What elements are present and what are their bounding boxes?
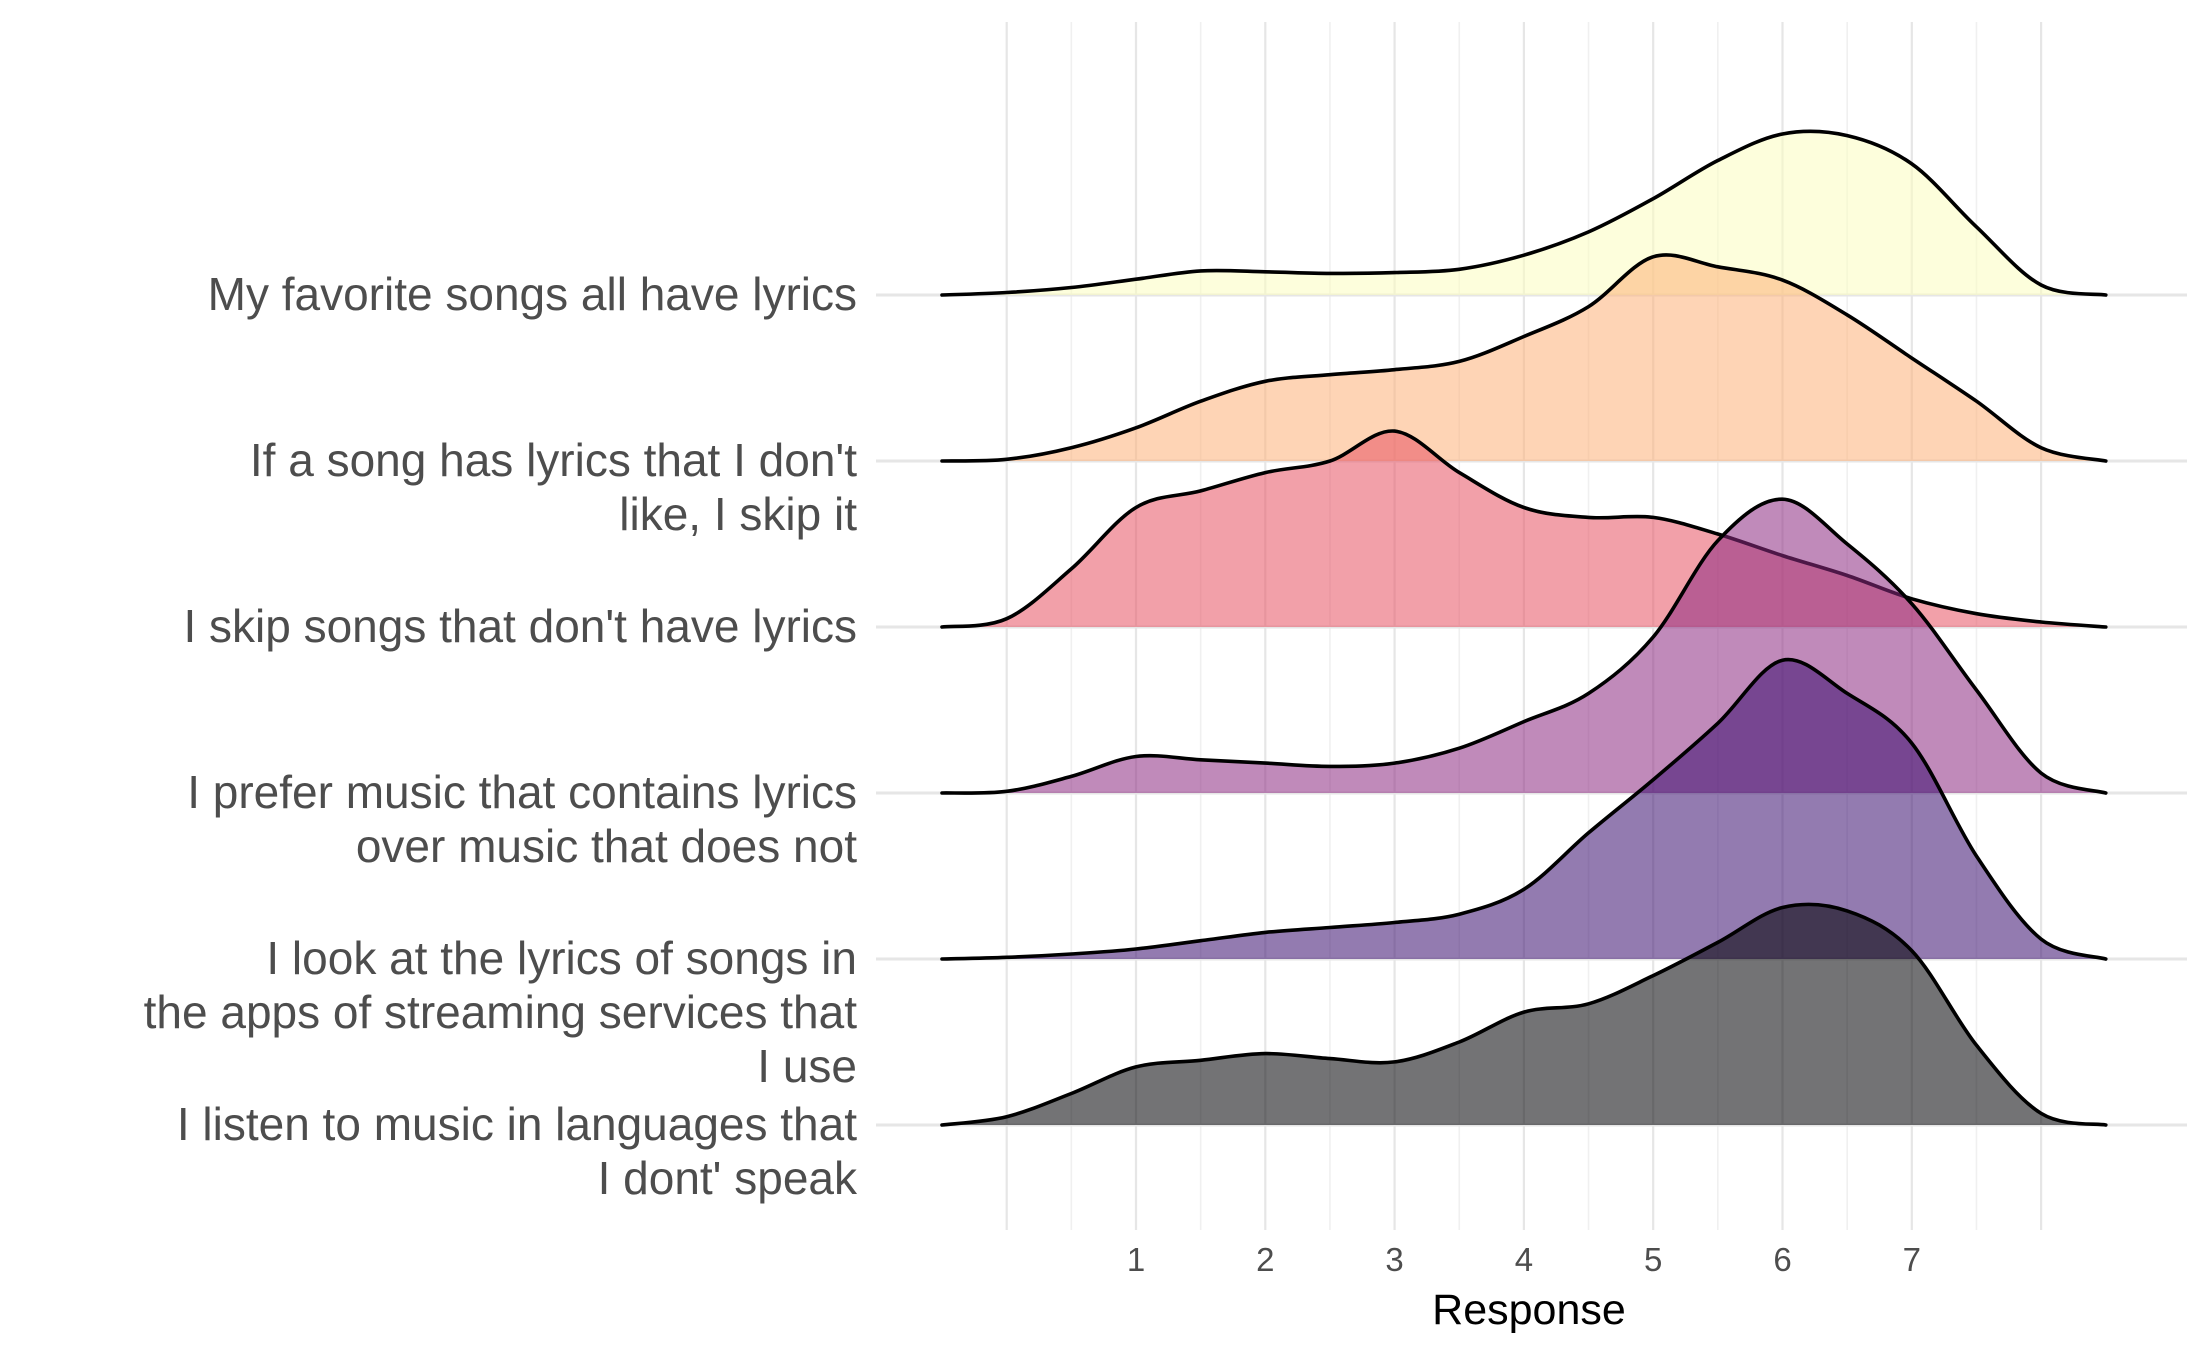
- row-label-line: I prefer music that contains lyrics: [187, 766, 857, 818]
- row-label-line: I use: [757, 1040, 857, 1092]
- row-label-line: the apps of streaming services that: [144, 986, 858, 1038]
- ridge-my-favorite-songs-all-have-lyrics: [940, 129, 2108, 297]
- row-label: I skip songs that don't have lyrics: [183, 600, 857, 652]
- density-line: [940, 657, 2108, 961]
- row-label-line: over music that does not: [356, 820, 857, 872]
- row-label-line: I dont' speak: [598, 1152, 858, 1204]
- x-tick-label: 7: [1903, 1241, 1921, 1278]
- density-area: [942, 254, 2106, 461]
- row-label: If a song has lyrics that I don't like, I…: [250, 434, 857, 540]
- density-line: [940, 429, 2108, 629]
- row-label-line: I listen to music in languages that: [177, 1098, 857, 1150]
- x-tick-label: 1: [1127, 1241, 1145, 1278]
- row-label-line: I look at the lyrics of songs in: [266, 932, 857, 984]
- row-label-line: If a song has lyrics that I don't: [250, 434, 857, 486]
- x-tick-label: 5: [1644, 1241, 1662, 1278]
- density-area: [942, 904, 2106, 1125]
- density-line: [940, 497, 2108, 795]
- density-line: [940, 253, 2108, 463]
- x-tick-label: 4: [1515, 1241, 1533, 1278]
- row-label-line: like, I skip it: [619, 488, 857, 540]
- density-area: [942, 131, 2106, 295]
- x-axis-title: Response: [1432, 1286, 1626, 1334]
- ridge-i-look-at-the-lyrics-of-songs-in-the-app: [940, 657, 2108, 961]
- ridge-if-a-song-has-lyrics-that-i-don-t-like-i: [940, 253, 2108, 463]
- x-tick-label: 3: [1385, 1241, 1403, 1278]
- row-label: I look at the lyrics of songs in the apps…: [144, 932, 858, 1092]
- row-label: I listen to music in languages that I don…: [177, 1098, 858, 1204]
- ridge-i-listen-to-music-in-languages-that-i-do: [940, 902, 2108, 1127]
- row-label: My favorite songs all have lyrics: [208, 268, 857, 320]
- density-area: [942, 659, 2106, 959]
- row-label: I prefer music that contains lyrics over …: [187, 766, 857, 872]
- x-tick-label: 2: [1256, 1241, 1274, 1278]
- density-ridges: [940, 129, 2108, 1127]
- row-label-line: I skip songs that don't have lyrics: [183, 600, 857, 652]
- row-labels: My favorite songs all have lyrics If a so…: [144, 268, 858, 1204]
- density-line: [940, 129, 2108, 297]
- x-tick-label: 6: [1773, 1241, 1791, 1278]
- row-label-line: My favorite songs all have lyrics: [208, 268, 857, 320]
- density-line: [940, 902, 2108, 1127]
- x-axis-ticks: 1 2 3 4 5 6 7: [1127, 1241, 1921, 1278]
